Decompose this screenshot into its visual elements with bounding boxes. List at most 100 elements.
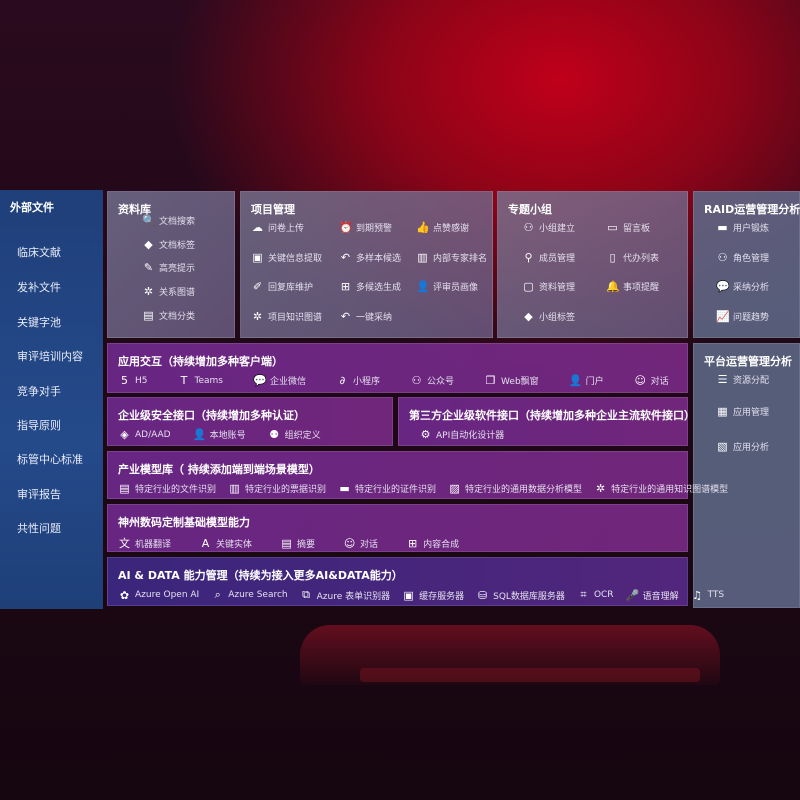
panel-title: 专题小组 bbox=[508, 203, 552, 216]
item-label: 摘要 bbox=[297, 539, 316, 550]
reply-icon: ↶ bbox=[340, 251, 351, 264]
sidebar-title: 外部文件 bbox=[10, 201, 54, 214]
item-search[interactable]: ⌕ Azure Search bbox=[211, 588, 288, 602]
item-label: 成员管理 bbox=[539, 254, 576, 264]
item-graph[interactable]: ✲ 项目知识图谱 bbox=[251, 310, 322, 323]
item-upload-cloud[interactable]: ☁ 问卷上传 bbox=[251, 221, 304, 234]
item-ocr[interactable]: ⌗ OCR bbox=[577, 588, 614, 602]
item-bell[interactable]: 🔔 事项提醒 bbox=[606, 280, 659, 293]
item-label: 对话 bbox=[360, 539, 379, 550]
item-label: 公众号 bbox=[427, 377, 455, 387]
panel-title: 平台运营管理分析 bbox=[704, 355, 792, 368]
item-label: 组织定义 bbox=[284, 431, 321, 441]
item-users[interactable]: ⚇ 角色管理 bbox=[716, 251, 769, 264]
sidebar-item[interactable]: 审评培训内容 bbox=[17, 350, 83, 363]
item-chat[interactable]: ☺ 对话 bbox=[343, 535, 378, 551]
item-openai[interactable]: ✿ Azure Open AI bbox=[118, 588, 199, 602]
sidebar-item[interactable]: 标管中心标准 bbox=[17, 453, 83, 466]
item-teams[interactable]: T Teams bbox=[178, 374, 223, 387]
item-reply[interactable]: ↶ 多样本候选 bbox=[339, 251, 401, 264]
item-ranking[interactable]: ▥ 内部专家排名 bbox=[416, 251, 487, 264]
item-chat[interactable]: ☺ 对话 bbox=[634, 374, 668, 387]
item-doc-search[interactable]: 🔍 文档搜索 bbox=[142, 214, 195, 227]
item-official-account[interactable]: ⚇ 公众号 bbox=[410, 374, 454, 387]
panel-title: 产业模型库（ 持续添加端到端场景模型） bbox=[118, 463, 320, 476]
item-translate[interactable]: 文机器翻译 bbox=[118, 535, 171, 551]
item-ad[interactable]: ◈ AD/AAD bbox=[118, 428, 171, 441]
panel-security-interface: 企业级安全接口（持续增加多种认证） ◈ AD/AAD 👤 本地账号 ⚉ 组织定义 bbox=[107, 397, 393, 446]
item-form[interactable]: ⧉ Azure 表单识别器 bbox=[300, 588, 390, 602]
item-graph[interactable]: ✲ 关系图谱 bbox=[142, 285, 195, 298]
item-summary[interactable]: ▤ 摘要 bbox=[280, 535, 315, 551]
item-miniprogram[interactable]: ∂ 小程序 bbox=[336, 374, 380, 387]
item-folder[interactable]: ▢ 资料管理 bbox=[522, 280, 575, 293]
ad-icon: ◈ bbox=[120, 428, 129, 441]
item-label: 问题趋势 bbox=[733, 313, 770, 323]
item-label: 特定行业的票据识别 bbox=[245, 485, 327, 495]
item-apps[interactable]: ▦ 应用管理 bbox=[716, 405, 769, 418]
item-label: 事项提醒 bbox=[623, 283, 660, 293]
group-icon: ⚇ bbox=[523, 221, 534, 234]
item-label: 文档搜索 bbox=[159, 217, 196, 227]
item-id-card[interactable]: ▬ 用户锻炼 bbox=[716, 221, 769, 234]
item-graph[interactable]: ✲ 特定行业的通用知识图谱模型 bbox=[594, 482, 728, 495]
list-icon: ☰ bbox=[717, 373, 728, 386]
item-receipt[interactable]: ▥ 特定行业的票据识别 bbox=[228, 482, 326, 495]
item-compose[interactable]: ⊞ 内容合成 bbox=[406, 535, 459, 551]
item-wechat-work[interactable]: 💬 企业微信 bbox=[253, 374, 306, 387]
item-label: Teams bbox=[194, 375, 223, 386]
item-trend[interactable]: 📈 问题趋势 bbox=[716, 310, 769, 323]
bbs-icon: ▭ bbox=[607, 221, 618, 234]
item-cache[interactable]: ▣ 缓存服务器 bbox=[402, 588, 464, 602]
sidebar-item[interactable]: 临床文献 bbox=[17, 246, 61, 259]
item-puzzle[interactable]: ⊞ 多候选生成 bbox=[339, 280, 401, 293]
sidebar-item[interactable]: 共性问题 bbox=[17, 522, 61, 535]
item-label: 多候选生成 bbox=[356, 283, 402, 293]
item-alarm[interactable]: ⏰ 到期预警 bbox=[339, 221, 392, 234]
sidebar-item[interactable]: 发补文件 bbox=[17, 281, 61, 294]
item-label: 特定行业的文件识别 bbox=[135, 485, 217, 495]
item-entity[interactable]: A 关键实体 bbox=[199, 535, 252, 551]
item-html5[interactable]: 5 H5 bbox=[118, 374, 148, 387]
item-list[interactable]: ☰ 资源分配 bbox=[716, 373, 769, 386]
item-bbs[interactable]: ▭ 留言板 bbox=[606, 221, 650, 234]
panel-title: 神州数码定制基础模型能力 bbox=[118, 516, 250, 529]
item-gear[interactable]: ⚙ API自动化设计器 bbox=[419, 428, 505, 441]
item-qa[interactable]: 💬 采纳分析 bbox=[716, 280, 769, 293]
item-window[interactable]: ❐ Web飘窗 bbox=[484, 374, 539, 387]
item-group[interactable]: ⚇ 小组建立 bbox=[522, 221, 575, 234]
item-clipboard[interactable]: ▯ 代办列表 bbox=[606, 251, 659, 264]
item-speech[interactable]: 🎤 语音理解 bbox=[626, 588, 679, 602]
miniprogram-icon: ∂ bbox=[339, 374, 346, 387]
item-chart[interactable]: ▧ 应用分析 bbox=[716, 440, 769, 453]
item-tts[interactable]: ♫ TTS bbox=[691, 588, 724, 602]
item-label: AD/AAD bbox=[135, 429, 171, 440]
sidebar-item[interactable]: 指导原则 bbox=[17, 419, 61, 432]
item-portal[interactable]: 👤 门户 bbox=[569, 374, 604, 387]
panel-app-interaction: 应用交互（持续增加多种客户端） 5 H5 T Teams 💬 企业微信 ∂ 小程序 ⚇ 公众号 ❐ We… bbox=[107, 343, 688, 393]
item-label: Web飘窗 bbox=[501, 377, 539, 387]
sidebar-item[interactable]: 关键字池 bbox=[17, 316, 61, 329]
sidebar-item[interactable]: 审评报告 bbox=[17, 488, 61, 501]
item-analytics[interactable]: ▨ 特定行业的通用数据分析模型 bbox=[448, 482, 582, 495]
item-id-card[interactable]: ▬ 特定行业的证件识别 bbox=[338, 482, 436, 495]
item-file[interactable]: ▤ 特定行业的文件识别 bbox=[118, 482, 216, 495]
item-label: OCR bbox=[593, 590, 614, 600]
item-extract[interactable]: ▣ 关键信息提取 bbox=[251, 251, 322, 264]
tag-icon: ◆ bbox=[524, 310, 533, 323]
graph-icon: ✲ bbox=[595, 482, 606, 495]
item-thumbs-up[interactable]: 👍 点赞感谢 bbox=[416, 221, 469, 234]
item-pen[interactable]: ✎ 高亮提示 bbox=[142, 261, 195, 274]
item-database[interactable]: ⛁ SQL数据库服务器 bbox=[476, 588, 565, 602]
item-user[interactable]: 👤 评审员画像 bbox=[416, 280, 478, 293]
item-reply[interactable]: ↶ 一键采纳 bbox=[339, 310, 392, 323]
item-doc-category[interactable]: ▤ 文档分类 bbox=[142, 309, 195, 322]
item-add-user[interactable]: ⚲ 成员管理 bbox=[522, 251, 575, 264]
item-label: 应用管理 bbox=[733, 408, 770, 418]
item-tag[interactable]: ◆ 文档标签 bbox=[142, 238, 195, 251]
item-org[interactable]: ⚉ 组织定义 bbox=[268, 428, 321, 441]
item-edit[interactable]: ✐ 回复库维护 bbox=[251, 280, 313, 293]
item-account[interactable]: 👤 本地账号 bbox=[193, 428, 246, 441]
item-tag[interactable]: ◆ 小组标签 bbox=[522, 310, 575, 323]
sidebar-item[interactable]: 竞争对手 bbox=[17, 385, 61, 398]
